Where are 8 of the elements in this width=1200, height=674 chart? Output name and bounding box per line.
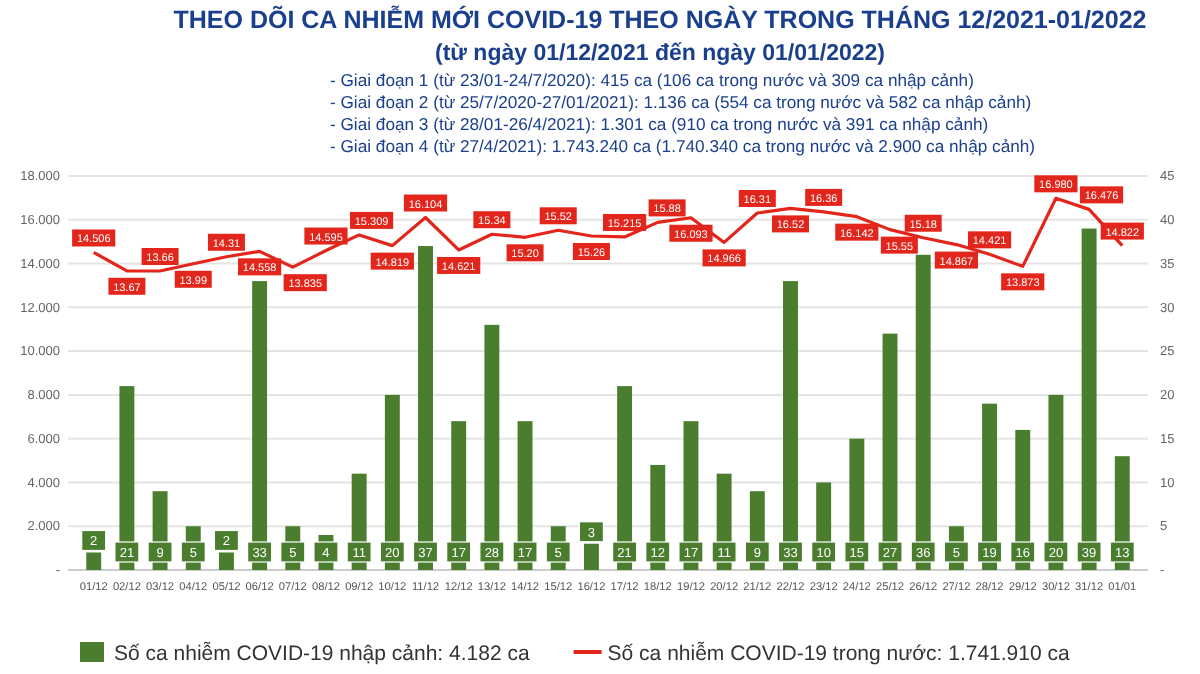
legend-label: Số ca nhiễm COVID-19 nhập cảnh: 4.182 ca [114, 640, 530, 666]
text: - Giai đoạn 4 (từ 27/4/2021): 1.743.240 ca (1.740.340 ca trong nước và 2.900 ca nhập cảnh) [330, 136, 1036, 156]
chart-subtitle: (từ ngày 01/12/2021 đến ngày 01/01/2022) [434, 42, 886, 66]
text: - Giai đoạn 3 (từ 28/01-26/4/2021): 1.301 ca (910 ca trong nước và 391 ca nhập cảnh) [330, 114, 989, 134]
chart-title: THEO DÕI CA NHIỄM MỚI COVID-19 THEO NGÀY TRONG THÁNG 12/2021-01/2022 [173, 4, 1147, 34]
text: - Giai đoạn 1 (từ 23/01-24/7/2020): 415 ca (106 ca trong nước và 309 ca nhập cảnh) [330, 70, 975, 90]
text: - Giai đoạn 2 (từ 25/7/2020-27/01/2021): 1.136 ca (554 ca trong nước và 582 ca nhập cảnh) [330, 92, 1032, 112]
legend-label: Số ca nhiễm COVID-19 trong nước: 1.741.910 ca [607, 640, 1070, 666]
